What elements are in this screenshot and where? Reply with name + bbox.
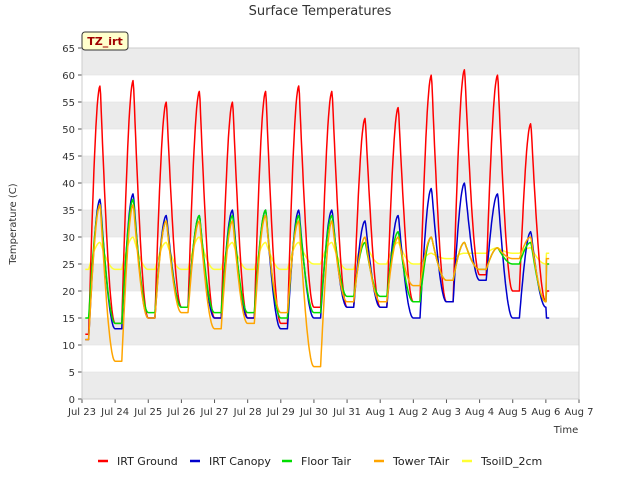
x-tick-label: Jul 23 — [67, 407, 96, 418]
legend-item: TsoilD_2cm — [462, 455, 542, 468]
legend-item: Floor Tair — [282, 455, 352, 468]
legend-label: Floor Tair — [301, 455, 352, 468]
legend-label: IRT Canopy — [209, 455, 271, 468]
x-tick-label: Aug 7 — [564, 407, 593, 418]
plot-band — [82, 372, 579, 399]
legend-label: TsoilD_2cm — [480, 455, 542, 468]
x-tick-label: Aug 4 — [465, 407, 494, 418]
data-lines — [85, 69, 550, 368]
plot-band — [82, 129, 579, 156]
x-axis: Jul 23 Jul 24 Jul 25 Jul 26 Jul 27 Jul 28 Jul … — [67, 399, 594, 418]
y-tick-label: 35 — [62, 206, 75, 217]
legend-label: Tower TAir — [392, 455, 450, 468]
plot-band — [82, 345, 579, 372]
x-tick-label: Jul 31 — [332, 407, 361, 418]
plot-band — [82, 237, 579, 264]
y-tick-label: 5 — [69, 368, 75, 379]
y-tick-label: 10 — [62, 341, 75, 352]
plot-frame — [81, 47, 580, 400]
legend: IRT Ground IRT Canopy Floor Tair Tower TAir… — [98, 455, 542, 468]
legend-item: IRT Ground — [98, 455, 178, 468]
y-tick-label: 45 — [62, 152, 75, 163]
plot-band — [82, 264, 579, 291]
legend-label: IRT Ground — [117, 455, 178, 468]
x-axis-label: Time — [553, 425, 578, 436]
x-tick-label: Aug 1 — [366, 407, 395, 418]
y-tick-label: 40 — [62, 179, 75, 190]
y-tick-label: 50 — [62, 125, 75, 136]
plot-band — [82, 102, 579, 129]
x-tick-label: Jul 26 — [166, 407, 195, 418]
y-tick-label: 0 — [69, 395, 75, 406]
x-tick-label: Aug 2 — [399, 407, 428, 418]
plot-band — [82, 48, 579, 75]
x-tick-label: Aug 6 — [531, 407, 560, 418]
plot-bands — [82, 47, 579, 400]
y-tick-label: 25 — [62, 260, 75, 271]
y-axis-label: Temperature (C) — [8, 183, 19, 265]
y-tick-label: 55 — [62, 98, 75, 109]
y-tick-label: 30 — [62, 233, 75, 244]
plot-band — [82, 156, 579, 183]
tz-badge: TZ_irt — [81, 31, 129, 51]
legend-item: Tower TAir — [374, 455, 450, 468]
legend-item: IRT Canopy — [190, 455, 271, 468]
y-tick-label: 65 — [62, 44, 75, 55]
x-tick-label: Jul 24 — [100, 407, 129, 418]
tz-badge-label: TZ_irt — [87, 35, 122, 48]
y-tick-label: 20 — [62, 287, 75, 298]
y-tick-label: 15 — [62, 314, 75, 325]
x-tick-label: Jul 28 — [233, 407, 262, 418]
x-tick-label: Aug 5 — [498, 407, 527, 418]
x-tick-label: Jul 30 — [299, 407, 328, 418]
y-axis: 0 5 10 15 20 25 30 35 40 45 50 55 60 65 — [62, 44, 82, 406]
y-tick-label: 60 — [62, 71, 75, 82]
chart-title: Surface Temperatures — [249, 4, 392, 19]
x-tick-label: Jul 29 — [266, 407, 295, 418]
series-line-tower-tair — [85, 203, 550, 368]
series-line-irt-ground — [85, 69, 550, 335]
x-tick-label: Aug 3 — [432, 407, 461, 418]
plot-band — [82, 318, 579, 345]
x-tick-label: Jul 27 — [200, 407, 229, 418]
plot-band — [82, 291, 579, 318]
x-tick-label: Jul 25 — [133, 407, 162, 418]
